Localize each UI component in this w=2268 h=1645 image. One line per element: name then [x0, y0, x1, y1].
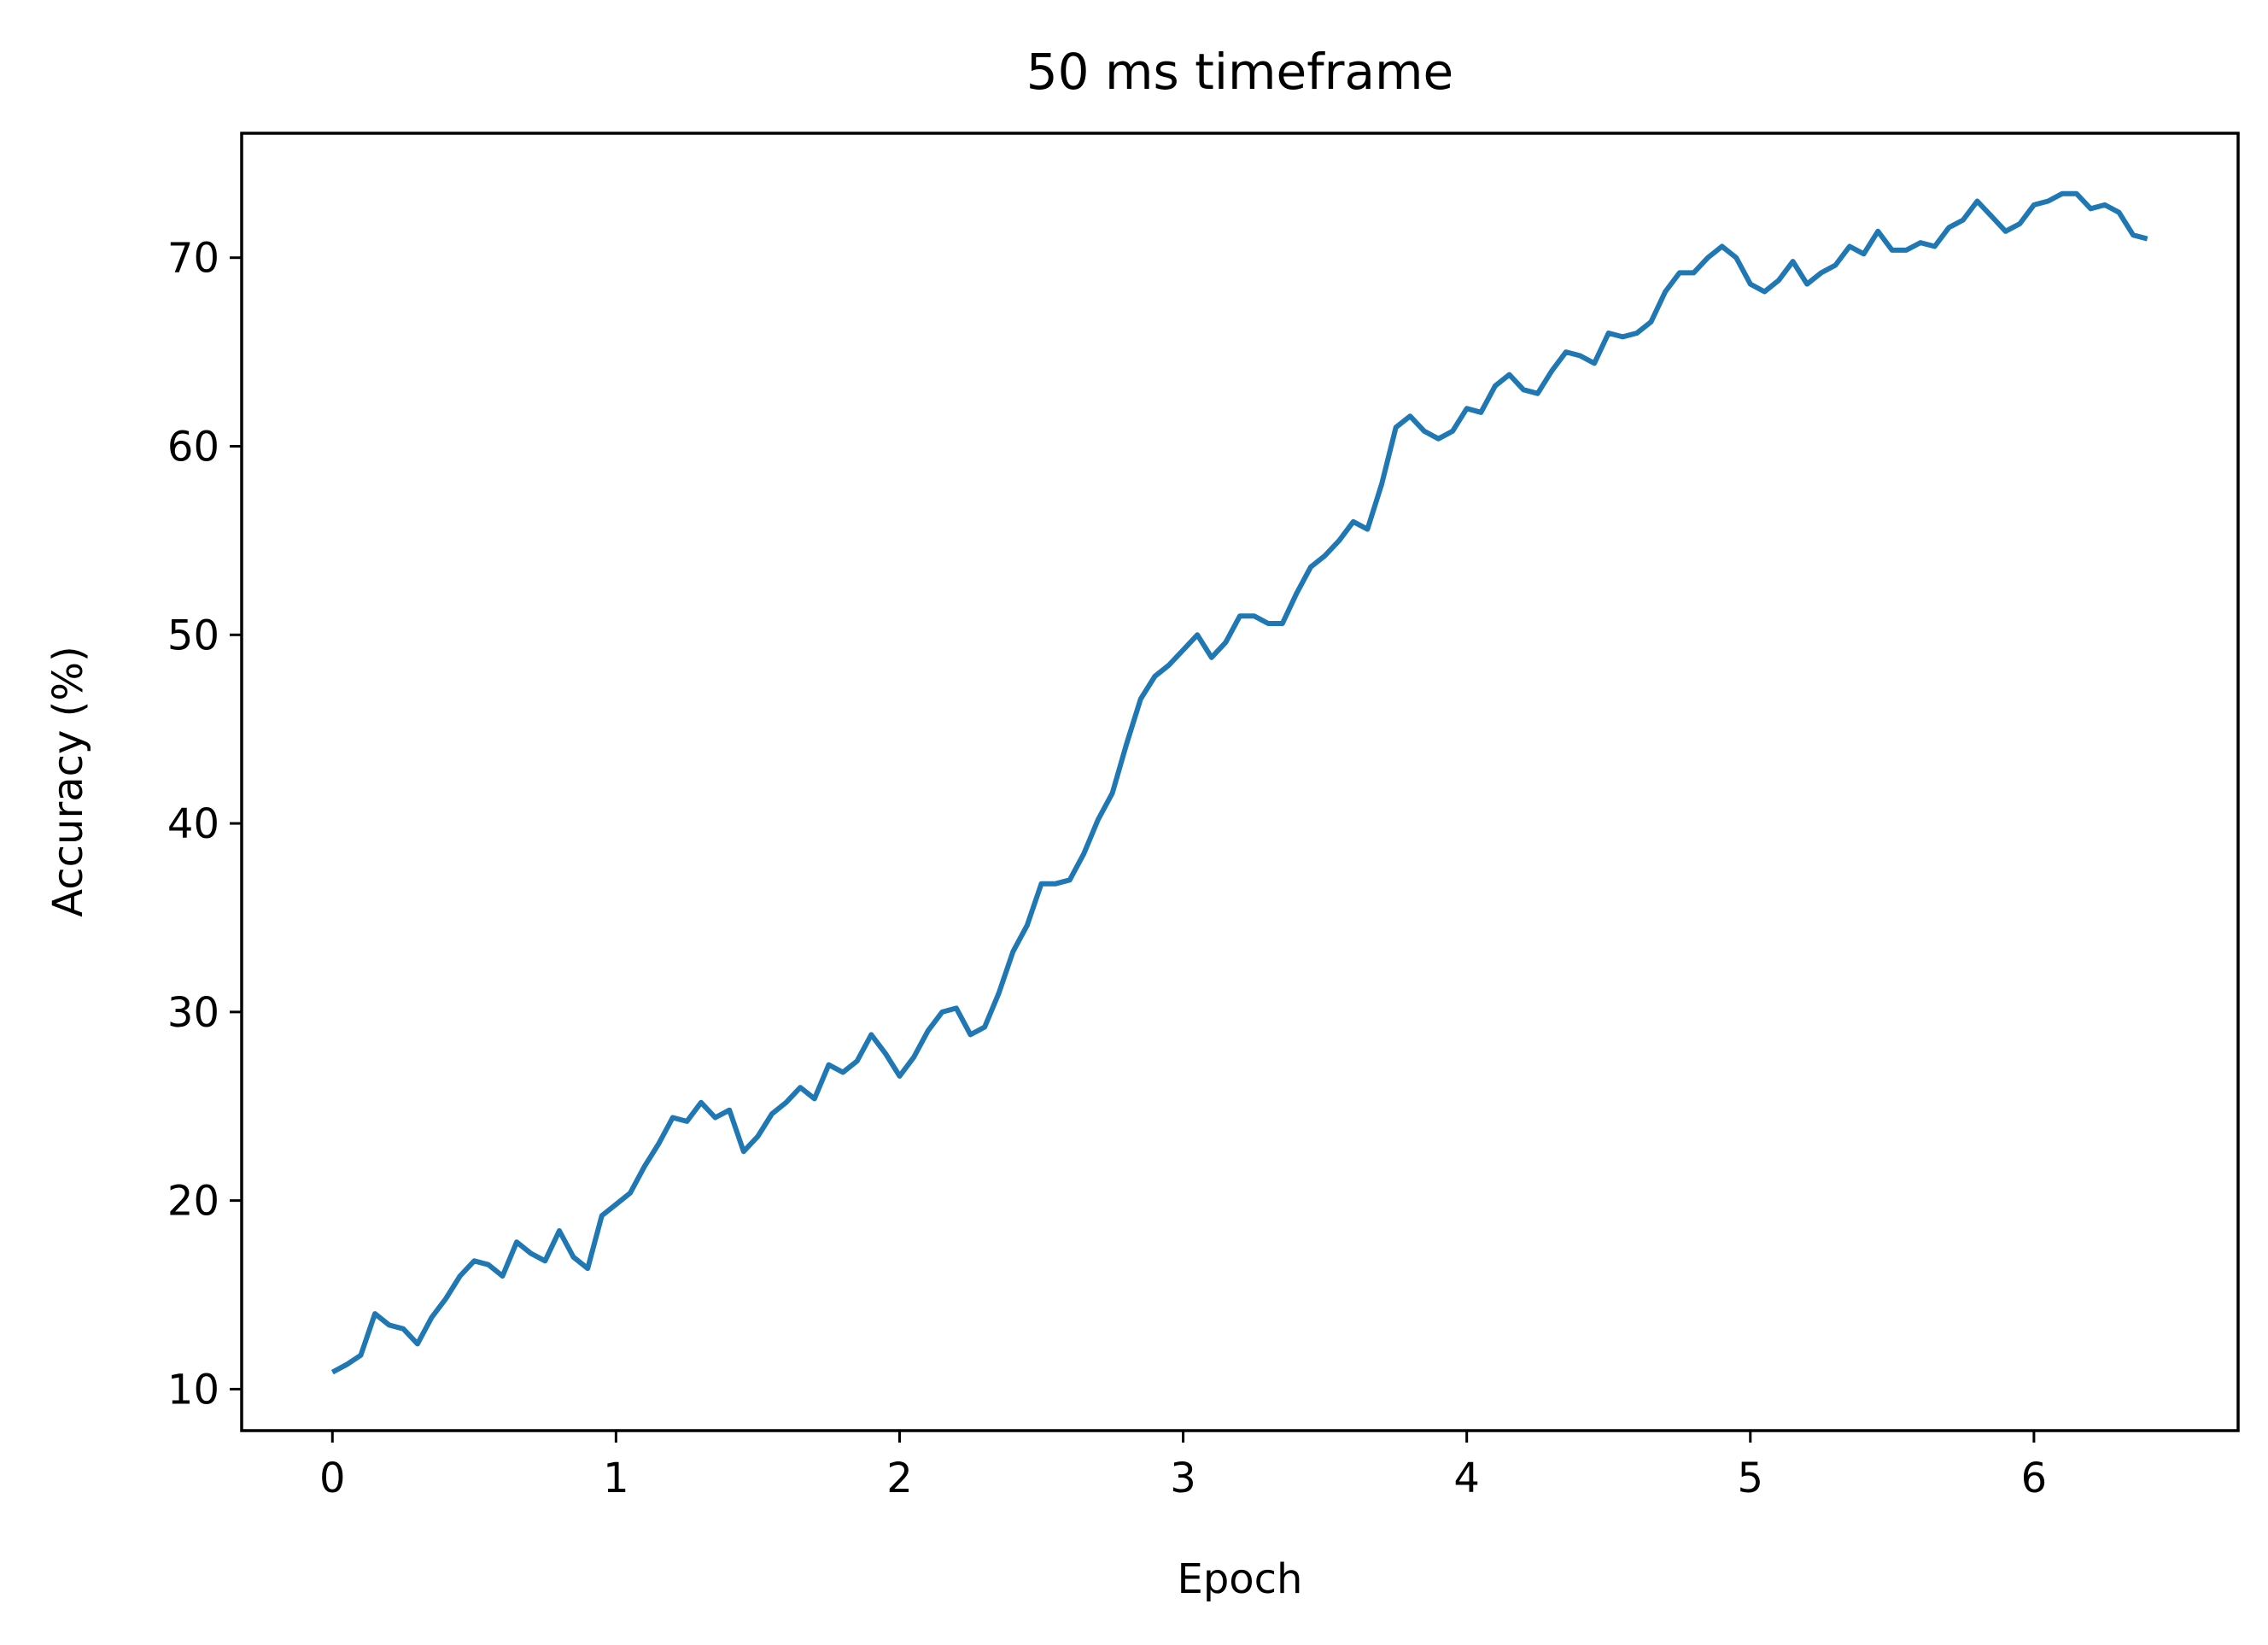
x-tick-label: 5: [1738, 1455, 1764, 1502]
y-tick-label: 70: [167, 235, 219, 283]
y-tick-label: 30: [167, 989, 219, 1037]
x-tick-label: 3: [1170, 1455, 1196, 1502]
x-axis: 0 1 2 3 4 5 6: [319, 1431, 2047, 1502]
y-tick-label: 20: [167, 1178, 219, 1226]
x-tick-label: 4: [1453, 1455, 1480, 1502]
accuracy-line: [330, 190, 2148, 1375]
x-tick-label: 1: [603, 1455, 629, 1502]
y-tick-label: 10: [167, 1366, 219, 1414]
chart-title: 50 ms timeframe: [1026, 43, 1453, 101]
y-tick-label: 60: [167, 424, 219, 471]
plot-frame: [240, 132, 2240, 1432]
x-tick-label: 2: [886, 1455, 913, 1502]
y-tick-label: 40: [167, 800, 219, 848]
y-tick-label: 50: [167, 612, 219, 659]
y-axis-label: Accuracy (%): [44, 646, 92, 916]
y-axis: 10 20 30 40 50 60 70: [167, 235, 242, 1414]
x-axis-label: Epoch: [1178, 1555, 1303, 1603]
x-tick-label: 0: [319, 1455, 346, 1502]
x-tick-label: 6: [2021, 1455, 2048, 1502]
